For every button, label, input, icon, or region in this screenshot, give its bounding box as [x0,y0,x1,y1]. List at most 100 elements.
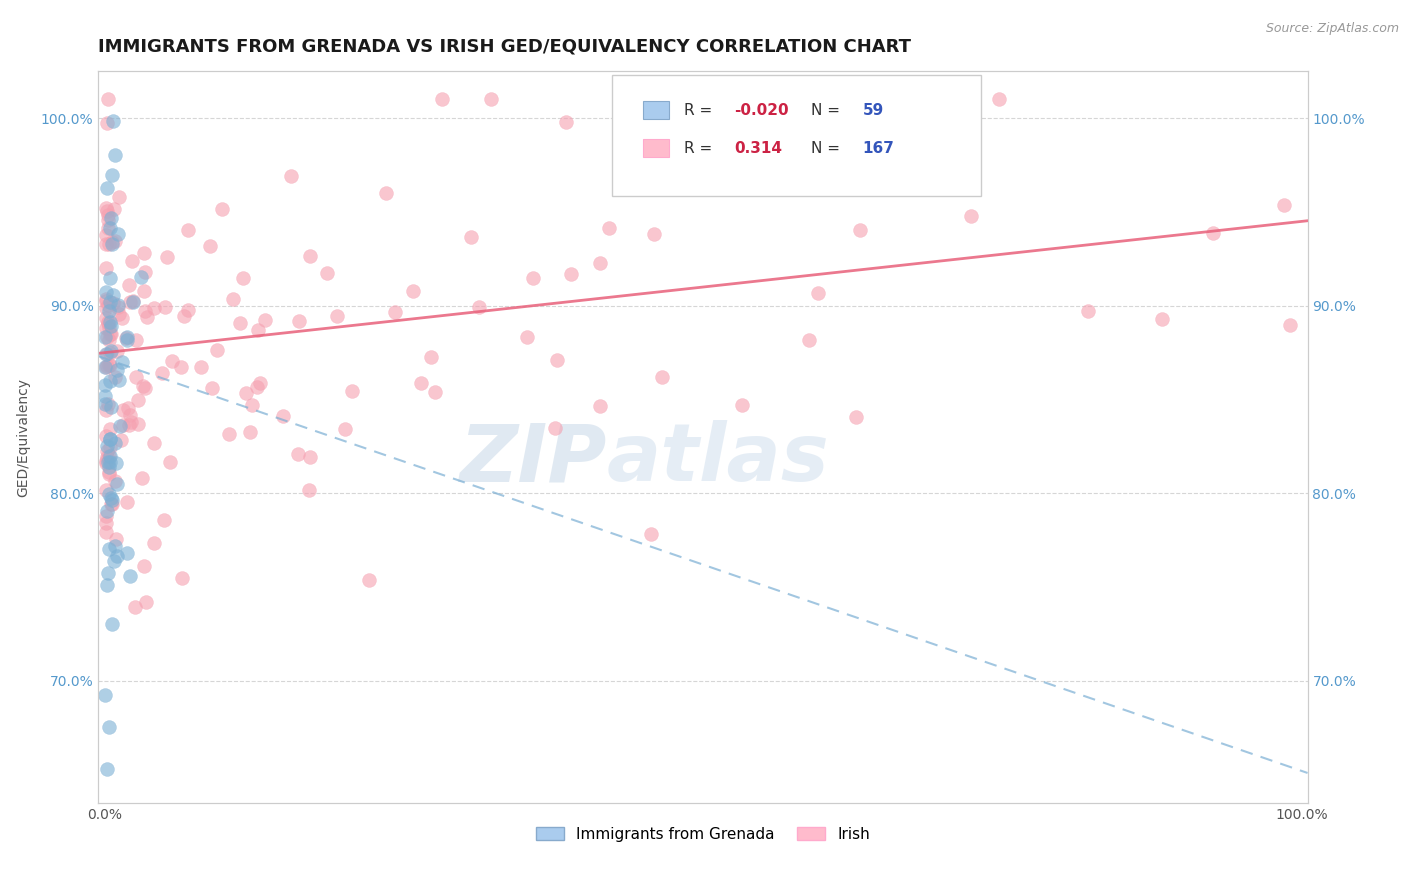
Point [170,360,193,375]
Point [97,208,120,222]
Point [142,435,165,450]
Point [97,303,120,318]
Point [730,398,752,412]
Point [135,310,157,324]
Point [1150,311,1173,326]
Point [249,376,271,390]
Point [402,285,425,299]
Point [98,271,121,285]
Point [117,401,139,416]
Point [100,294,122,309]
Point [104,148,127,162]
Point [122,295,145,310]
Point [100,344,122,359]
Point [121,253,143,268]
Point [94,483,117,498]
Point [118,408,141,422]
Point [121,293,143,308]
Point [94,359,117,374]
Point [848,223,870,237]
Point [173,310,195,324]
Text: 0.314: 0.314 [734,141,782,156]
Point [98,465,121,479]
Point [94,347,117,361]
Point [104,370,127,384]
Point [98,358,121,372]
Point [177,302,200,317]
Point [94,294,117,309]
Point [845,410,868,425]
Point [96,285,118,300]
Point [589,256,612,270]
Point [108,373,131,387]
Point [94,359,117,374]
Point [374,186,396,201]
Point [97,236,120,251]
Point [988,93,1011,107]
Point [104,234,127,248]
Text: 167: 167 [863,141,894,156]
Point [107,190,129,204]
Point [335,422,357,436]
Point [460,230,482,244]
Point [127,392,149,407]
Point [134,246,156,260]
Text: -0.020: -0.020 [734,103,789,118]
Point [101,168,124,182]
Point [96,181,118,195]
Point [1202,226,1225,240]
Point [598,221,620,235]
Point [103,288,125,302]
Point [134,304,156,318]
Point [100,326,122,341]
Point [316,266,339,280]
Point [98,441,121,455]
Point [105,549,128,563]
Point [273,409,295,424]
Point [117,334,139,348]
Point [96,509,118,524]
Point [97,298,120,312]
Point [359,573,381,587]
Text: 59: 59 [863,103,884,118]
Point [105,477,128,491]
Point [98,220,121,235]
Point [420,351,443,365]
Y-axis label: GED/Equivalency: GED/Equivalency [15,377,30,497]
Point [96,330,118,344]
Point [232,271,254,285]
Point [96,204,118,219]
Point [200,238,222,252]
Point [94,389,117,403]
Point [96,578,118,592]
Point [190,360,212,375]
Point [112,402,135,417]
Point [97,315,120,329]
Point [342,384,364,398]
Point [134,265,156,279]
Point [588,400,610,414]
Point [546,353,568,368]
Text: Source: ZipAtlas.com: Source: ZipAtlas.com [1265,22,1399,36]
Point [101,113,124,128]
Point [326,310,349,324]
Point [1272,198,1295,212]
Point [468,300,491,314]
Point [299,450,322,464]
Point [143,535,166,549]
Point [176,223,198,237]
Point [94,378,117,392]
Point [479,93,502,107]
Point [110,433,132,447]
Point [94,456,117,470]
Point [287,313,309,327]
Point [94,329,117,343]
Point [107,300,129,314]
Text: atlas: atlas [606,420,830,498]
Point [96,116,118,130]
Point [1077,304,1099,318]
Point [115,330,138,344]
Point [98,358,121,372]
Point [96,439,118,453]
Point [97,316,120,330]
